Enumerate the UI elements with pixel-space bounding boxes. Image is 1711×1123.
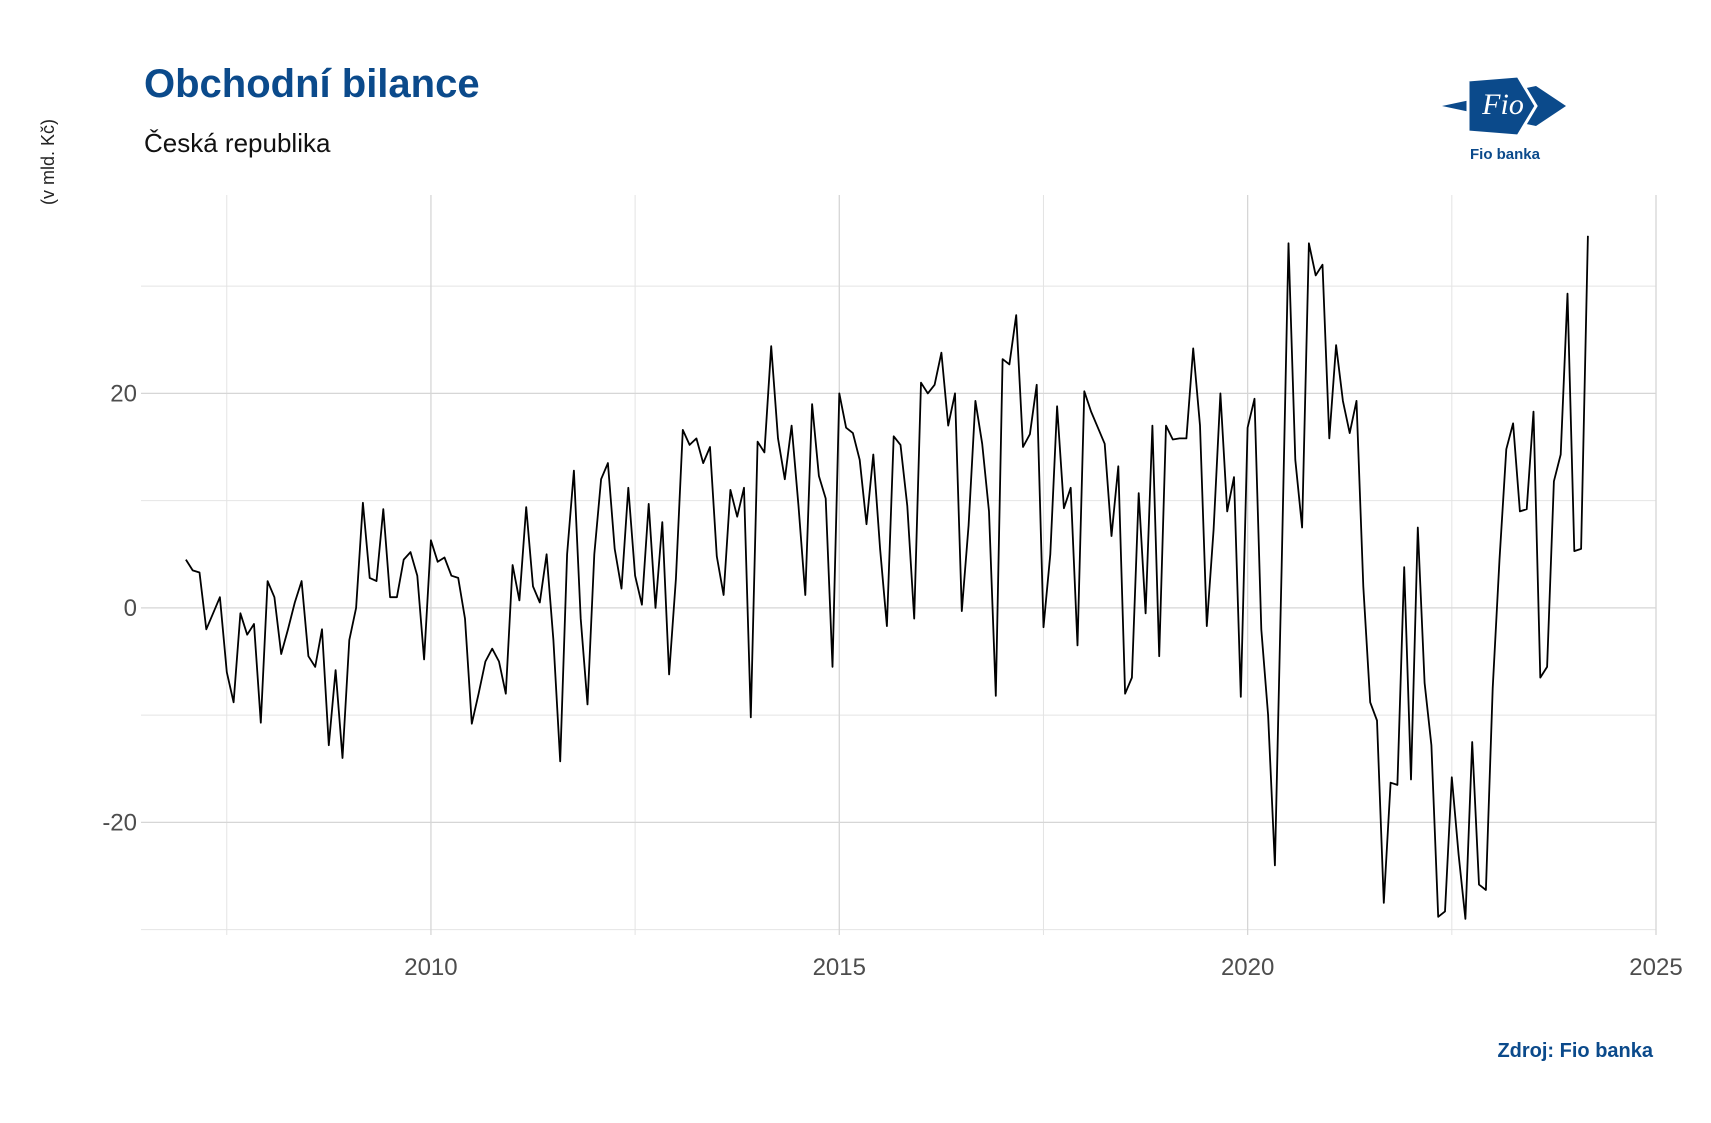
x-tick-label: 2015 — [813, 954, 866, 981]
axis-ticks: 2010 2015 2020 2025 -20 0 20 — [102, 380, 1682, 981]
logo-caption: Fio banka — [1469, 146, 1540, 163]
logo-mark-text: Fio — [1481, 88, 1524, 121]
fio-logo-icon: Fio — [1442, 74, 1566, 138]
series-line-0 — [185, 235, 1589, 920]
chart-title: Obchodní bilance — [144, 62, 480, 106]
x-tick-label: 2010 — [404, 954, 457, 981]
series-layer — [185, 235, 1589, 920]
x-tick-label: 2025 — [1629, 954, 1682, 981]
source-note: Zdroj: Fio banka — [1497, 1040, 1653, 1062]
grid-lines — [141, 195, 1657, 935]
y-tick-label: -20 — [102, 809, 137, 836]
y-tick-label: 20 — [110, 380, 137, 407]
chart-subtitle: Česká republika — [144, 128, 331, 158]
x-tick-label: 2020 — [1221, 954, 1274, 981]
y-tick-label: 0 — [124, 595, 137, 622]
